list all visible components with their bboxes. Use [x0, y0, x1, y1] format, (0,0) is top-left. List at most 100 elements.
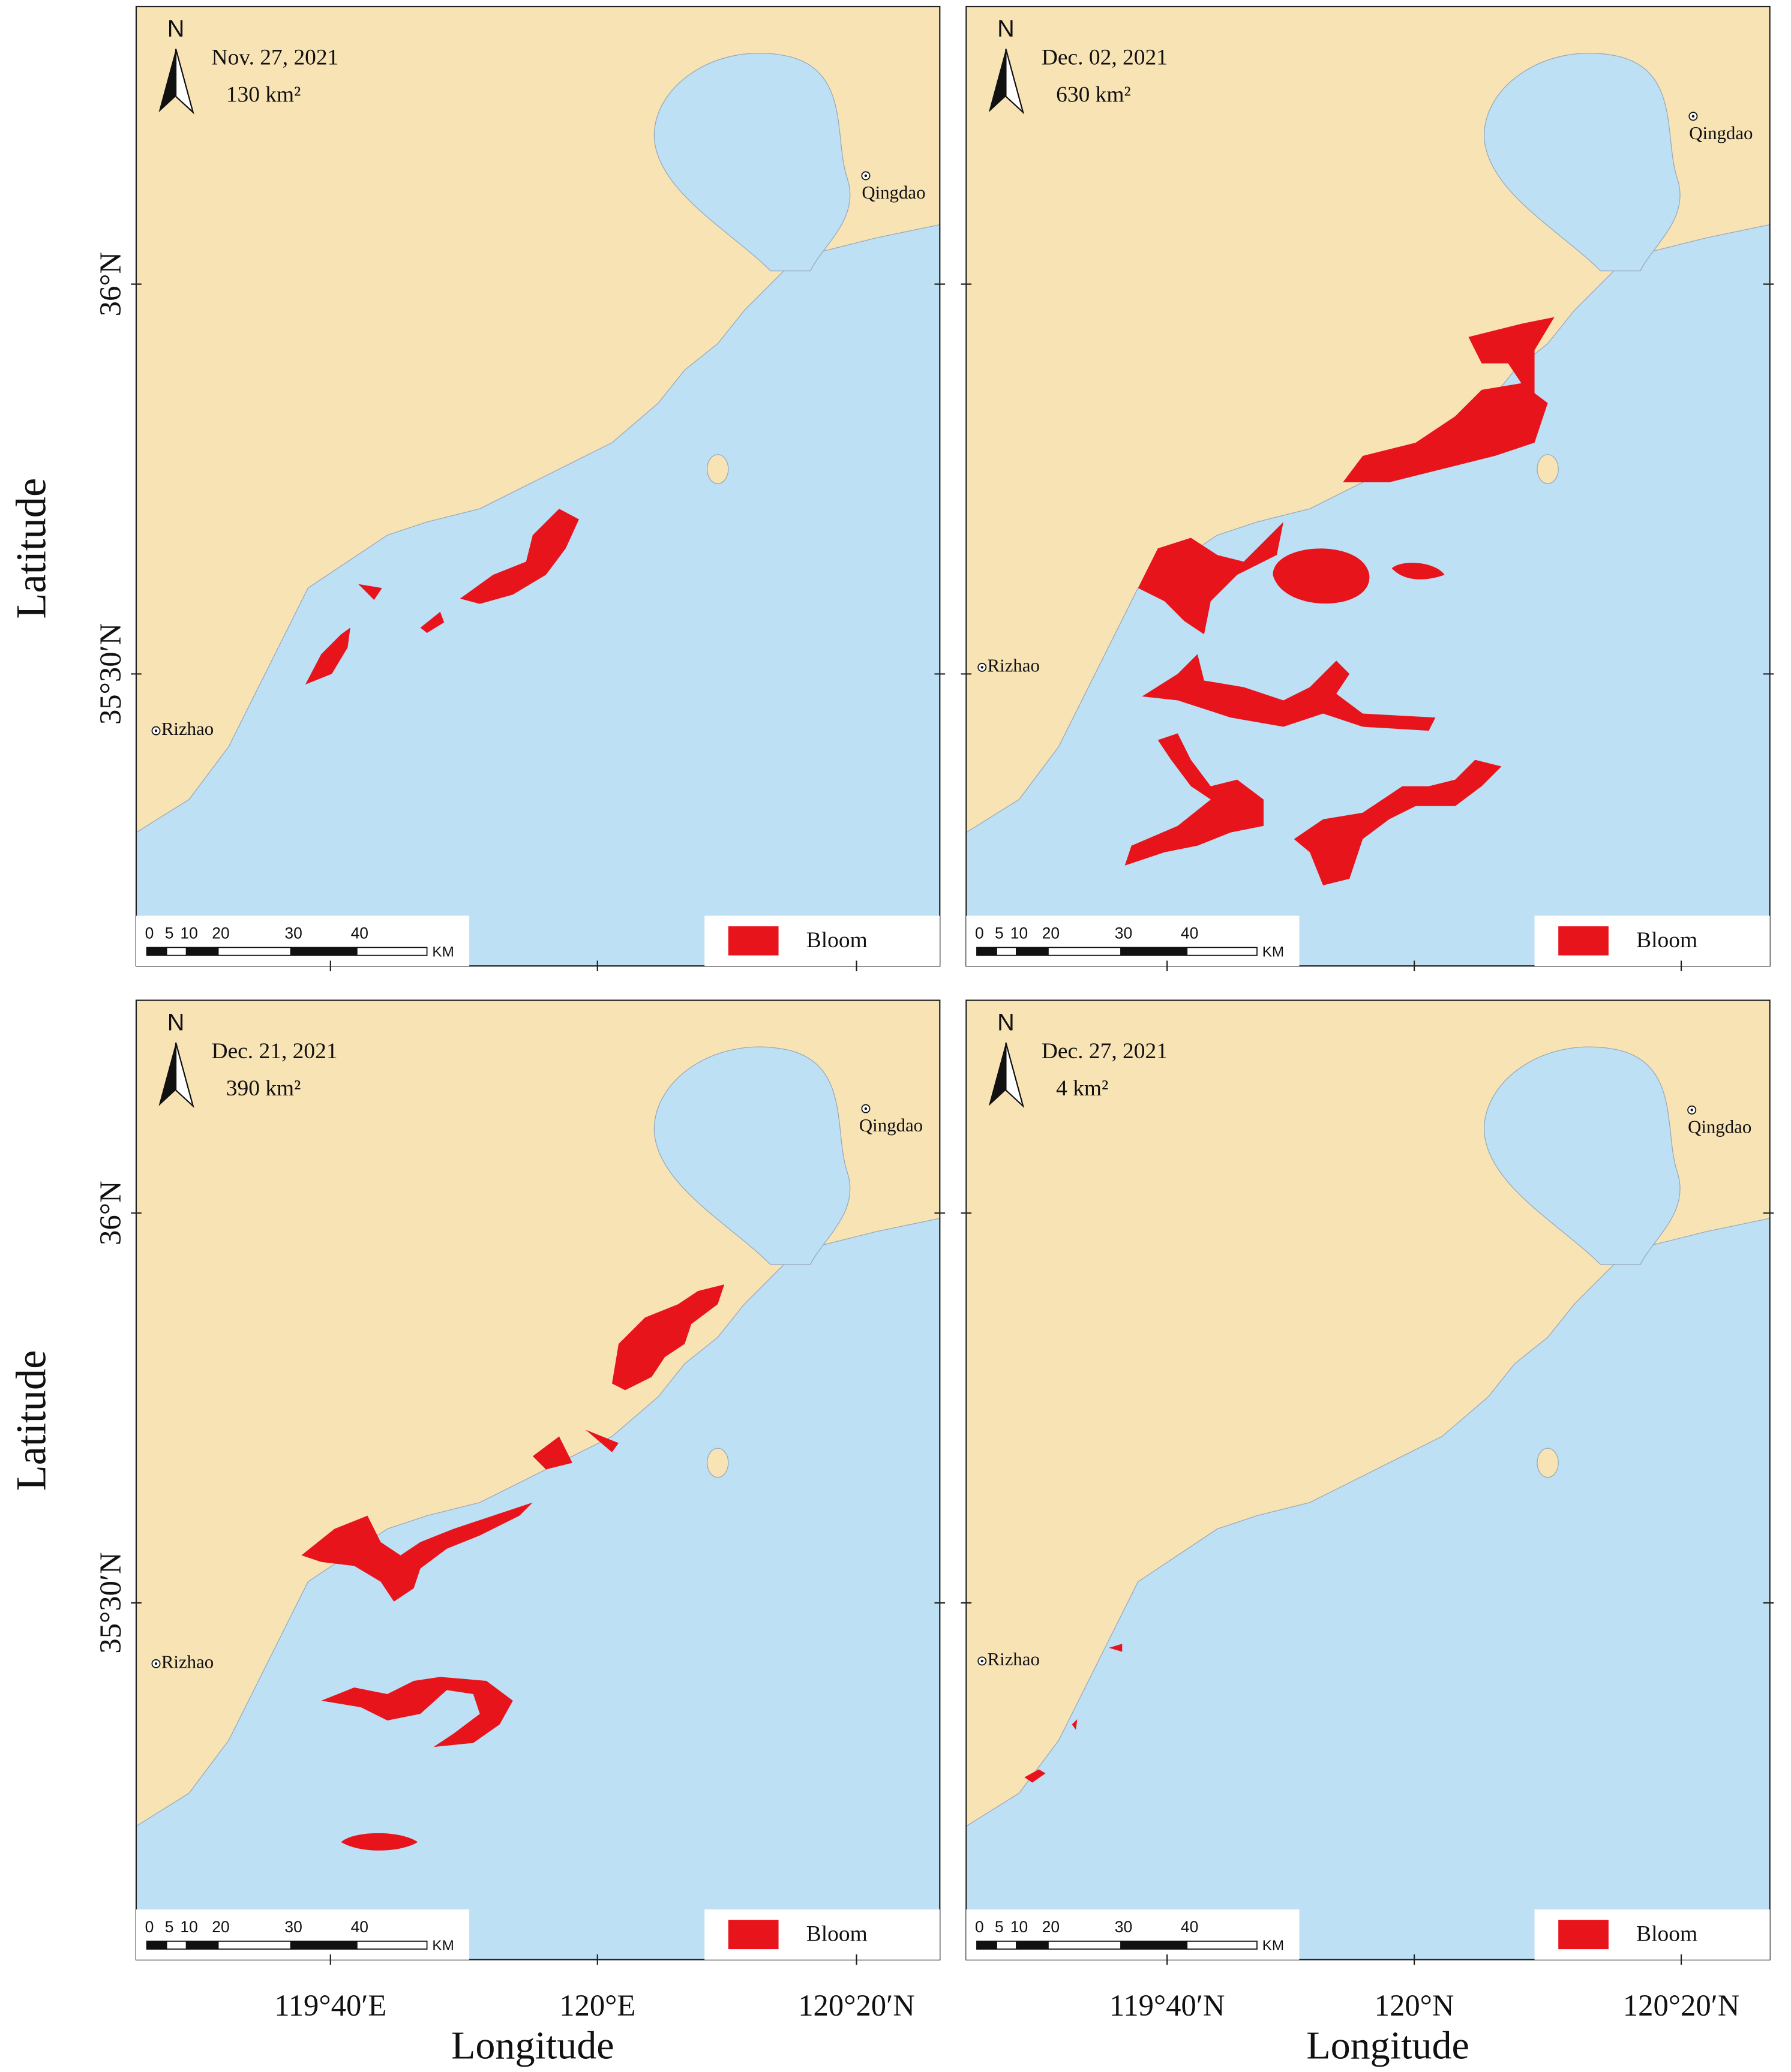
- city-label: Rizhao: [988, 655, 1040, 675]
- scale-segment: [217, 947, 292, 956]
- scale-segment: [976, 1941, 997, 1950]
- latitude-tick-label: 36°N: [94, 252, 127, 317]
- scale-label: 5: [995, 924, 1004, 942]
- scale-label: 30: [1115, 1918, 1132, 1936]
- area-label: 4 km²: [1056, 1076, 1108, 1101]
- scale-segment: [290, 1941, 358, 1950]
- bloom-area: [1273, 548, 1370, 604]
- scale-box: [136, 915, 470, 966]
- bay: [1484, 1046, 1681, 1265]
- island: [706, 454, 729, 484]
- frame: [135, 5, 941, 967]
- scale-label: 20: [212, 924, 229, 942]
- scale-label: 10: [1010, 1918, 1028, 1936]
- scale-label: 40: [1181, 924, 1198, 942]
- legend-swatch: [1558, 926, 1609, 956]
- island: [1537, 1448, 1559, 1478]
- scale-segment: [1048, 1941, 1121, 1950]
- legend-swatch: [728, 926, 779, 956]
- legend-swatch: [728, 1920, 779, 1950]
- latitude-tick-label: 35°30′N: [94, 1552, 127, 1653]
- scale-label: 5: [165, 924, 174, 942]
- bloom-area: [1124, 733, 1264, 866]
- city-label: Rizhao: [988, 1649, 1040, 1669]
- city-marker: [1690, 1109, 1693, 1112]
- north-label: N: [167, 1010, 185, 1036]
- scale-label: 10: [1010, 924, 1028, 942]
- scale-segment: [185, 947, 219, 956]
- scale-label: 0: [975, 924, 984, 942]
- area-label: 130 km²: [226, 82, 301, 107]
- scale-segment: [166, 1941, 187, 1950]
- scale-segment: [996, 947, 1017, 956]
- map-panel: N Dec. 02, 2021 630 km² Qingdao Rizhao 0 5 10 20…: [965, 5, 1771, 967]
- frame: [965, 999, 1771, 1960]
- longitude-tick-label: 120°20′N: [798, 1989, 915, 2022]
- map-panel: N Dec. 21, 2021 390 km² Qingdao Rizhao 0 5 10 20…: [135, 999, 941, 1960]
- map-panel: N Nov. 27, 2021 130 km² Qingdao Rizhao 0 5 10 20…: [135, 5, 941, 967]
- scale-segment: [1120, 947, 1188, 956]
- bloom-area: [1294, 759, 1502, 885]
- bay: [653, 53, 851, 272]
- scale-segment: [185, 1941, 219, 1950]
- scale-segment: [217, 1941, 292, 1950]
- legend-swatch: [1558, 1920, 1609, 1950]
- north-arrow: [1005, 49, 1025, 115]
- north-label: N: [997, 16, 1015, 42]
- city-marker: [864, 174, 868, 178]
- scale-segment: [976, 947, 997, 956]
- bloom-area: [1468, 317, 1555, 403]
- legend-label: Bloom: [806, 1922, 868, 1947]
- longitude-tick-label: 120°E: [559, 1989, 635, 2022]
- scale-box: [966, 1909, 1300, 1960]
- date-label: Dec. 02, 2021: [1042, 46, 1168, 70]
- latitude-tick-label: 36°N: [94, 1181, 127, 1245]
- scale-label: 0: [145, 924, 154, 942]
- bloom-area: [532, 1436, 572, 1470]
- scale-segment: [1186, 947, 1258, 956]
- longitude-tick-label: 119°40′E: [274, 1989, 386, 2022]
- city-marker: [980, 1659, 983, 1663]
- scale-unit: KM: [432, 1938, 454, 1954]
- scale-label: 20: [212, 1918, 229, 1936]
- scale-label: 0: [145, 1918, 154, 1936]
- longitude-tick-label: 119°40′N: [1109, 1989, 1225, 2022]
- city-marker: [154, 729, 158, 732]
- bloom-area: [301, 1502, 533, 1602]
- scale-label: 40: [1181, 1918, 1198, 1936]
- scale-segment: [356, 947, 428, 956]
- bloom-area: [611, 1284, 725, 1391]
- north-arrow: [988, 49, 1006, 113]
- city-marker: [154, 1662, 158, 1665]
- bloom-area: [341, 1833, 418, 1851]
- legend-label: Bloom: [1636, 928, 1697, 953]
- north-arrow: [158, 49, 176, 113]
- bloom-area: [358, 584, 382, 600]
- island: [706, 1448, 729, 1478]
- scale-label: 5: [165, 1918, 174, 1936]
- date-label: Nov. 27, 2021: [212, 46, 339, 70]
- bloom-area: [1024, 1769, 1046, 1783]
- city-label: Qingdao: [859, 1115, 923, 1136]
- north-label: N: [997, 1010, 1015, 1036]
- north-arrow: [988, 1043, 1006, 1106]
- scale-segment: [1016, 947, 1049, 956]
- date-label: Dec. 21, 2021: [212, 1039, 338, 1064]
- bloom-area: [585, 1430, 619, 1452]
- city-label: Qingdao: [1688, 1116, 1751, 1137]
- scale-segment: [1016, 1941, 1049, 1950]
- north-arrow: [175, 49, 194, 115]
- scale-box: [966, 915, 1300, 966]
- scale-label: 20: [1042, 1918, 1060, 1936]
- island: [1537, 454, 1559, 484]
- city-marker: [980, 666, 983, 669]
- bloom-area: [1138, 522, 1284, 635]
- scale-label: 40: [351, 924, 368, 942]
- longitude-tick-label: 120°N: [1375, 1989, 1454, 2022]
- scale-unit: KM: [432, 944, 454, 960]
- scale-label: 10: [180, 1918, 197, 1936]
- bloom-area: [420, 611, 445, 633]
- scale-segment: [290, 947, 358, 956]
- bloom-area: [321, 1677, 513, 1747]
